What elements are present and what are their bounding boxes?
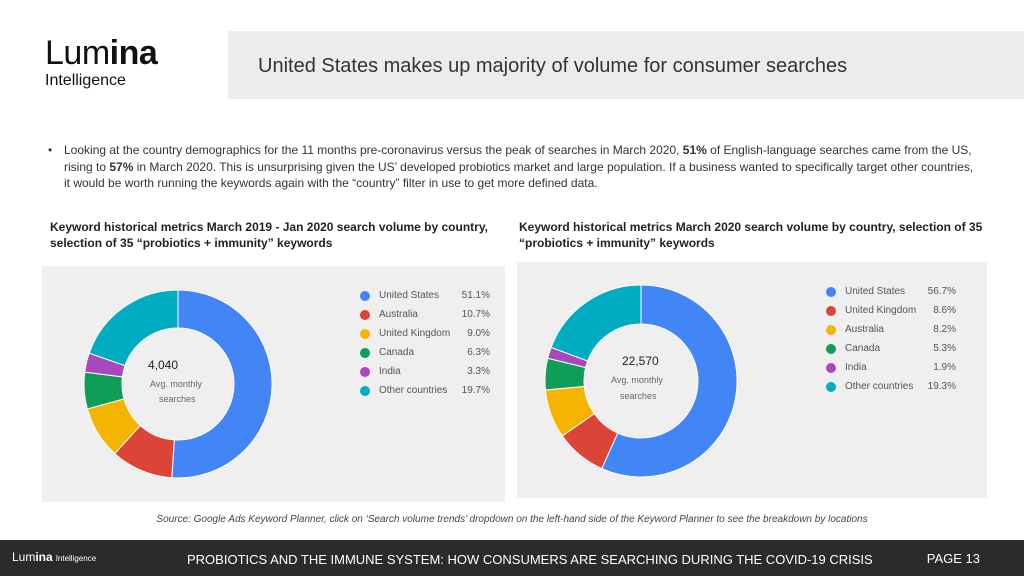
chart-2-center-label-1: Avg. monthly [611,375,663,385]
legend-swatch [360,291,370,301]
chart-1-title: Keyword historical metrics March 2019 - … [50,220,488,250]
donut-slice-other-countries [88,289,179,367]
summary-bullet: • Looking at the country demographics fo… [48,142,978,192]
chart-1-slices [83,289,273,479]
legend-label: Other countries [845,381,914,392]
footer-bar: Lumina Intelligence PROBIOTICS AND THE IM… [0,540,1024,576]
chart-1-center-value: 4,040 [148,358,178,372]
logo-wordmark: Lumina [45,34,158,72]
donut-slice-united-states [171,289,273,479]
legend-swatch [360,386,370,396]
us-share-2019: 51% [682,143,707,157]
legend-value: 5.3% [933,343,956,354]
legend-swatch [360,310,370,320]
legend-item: United Kingdom 8.6% [826,305,956,324]
legend-item: Canada 5.3% [826,343,956,362]
page-number: PAGE 13 [926,551,980,566]
header-bar: United States makes up majority of volum… [228,31,1024,99]
legend-label: United States [379,290,440,301]
source-note: Source: Google Ads Keyword Planner, clic… [156,514,868,525]
legend-value: 3.3% [467,366,490,377]
legend-label: India [845,362,867,373]
legend-swatch [826,363,836,373]
legend-label: Australia [845,324,884,335]
legend-item: Other countries 19.7% [360,385,490,404]
chart-2-panel: 22,570 Avg. monthly searches United Stat… [517,262,987,498]
legend-value: 10.7% [461,309,490,320]
legend-item: Australia 8.2% [826,324,956,343]
legend-label: United States [845,286,906,297]
legend-value: 8.6% [933,305,956,316]
legend-swatch [826,325,836,335]
legend-item: United Kingdom 9.0% [360,328,490,347]
legend-swatch [826,287,836,297]
chart-2-legend: United States 56.7% United Kingdom 8.6% Au… [826,286,956,400]
chart-2-title: Keyword historical metrics March 2020 se… [519,220,983,250]
summary-text: Looking at the country demographics for … [64,143,974,190]
legend-label: United Kingdom [379,328,451,339]
legend-swatch [826,382,836,392]
donut-slice-united-states [601,284,738,478]
legend-item: Other countries 19.3% [826,381,956,400]
legend-swatch [360,348,370,358]
footer-title: PROBIOTICS AND THE IMMUNE SYSTEM: HOW CO… [187,552,873,567]
legend-label: United Kingdom [845,305,917,316]
legend-label: Canada [379,347,415,358]
chart-1-center-label-1: Avg. monthly [150,379,202,389]
legend-value: 1.9% [933,362,956,373]
chart-2-slices [544,284,738,478]
chart-2-center-label-2: searches [620,391,657,401]
footer-logo: Lumina Intelligence [12,550,97,564]
us-share-2020: 57% [109,159,134,174]
legend-value: 56.7% [927,286,956,297]
legend-value: 51.1% [461,290,490,301]
chart-1-legend: United States 51.1% Australia 10.7% United… [360,290,490,404]
legend-item: United States 51.1% [360,290,490,309]
legend-swatch [360,329,370,339]
donut-slice-other-countries [550,284,642,362]
legend-label: India [379,366,401,377]
chart-2-center-value: 22,570 [622,354,659,368]
bullet-marker: • [48,143,53,157]
legend-swatch [826,306,836,316]
legend-item: India 1.9% [826,362,956,381]
chart-1-center-label-2: searches [159,394,196,404]
page-title: United States makes up majority of volum… [258,55,848,77]
legend-label: Other countries [379,385,448,396]
legend-swatch [360,367,370,377]
legend-value: 8.2% [933,324,956,335]
legend-label: Canada [845,343,881,354]
lumina-logo: Lumina Intelligence [45,34,158,90]
legend-swatch [826,344,836,354]
legend-value: 19.3% [927,381,956,392]
legend-label: Australia [379,309,418,320]
legend-item: Canada 6.3% [360,347,490,366]
chart-1-panel: 4,040 Avg. monthly searches United State… [42,266,505,502]
logo-subtitle: Intelligence [45,72,126,89]
chart-2-donut: 22,570 Avg. monthly searches [544,284,738,478]
legend-value: 9.0% [467,328,490,339]
legend-value: 6.3% [467,347,490,358]
legend-item: Australia 10.7% [360,309,490,328]
legend-value: 19.7% [461,385,490,396]
chart-1-donut: 4,040 Avg. monthly searches [83,289,273,479]
legend-item: United States 56.7% [826,286,956,305]
legend-item: India 3.3% [360,366,490,385]
